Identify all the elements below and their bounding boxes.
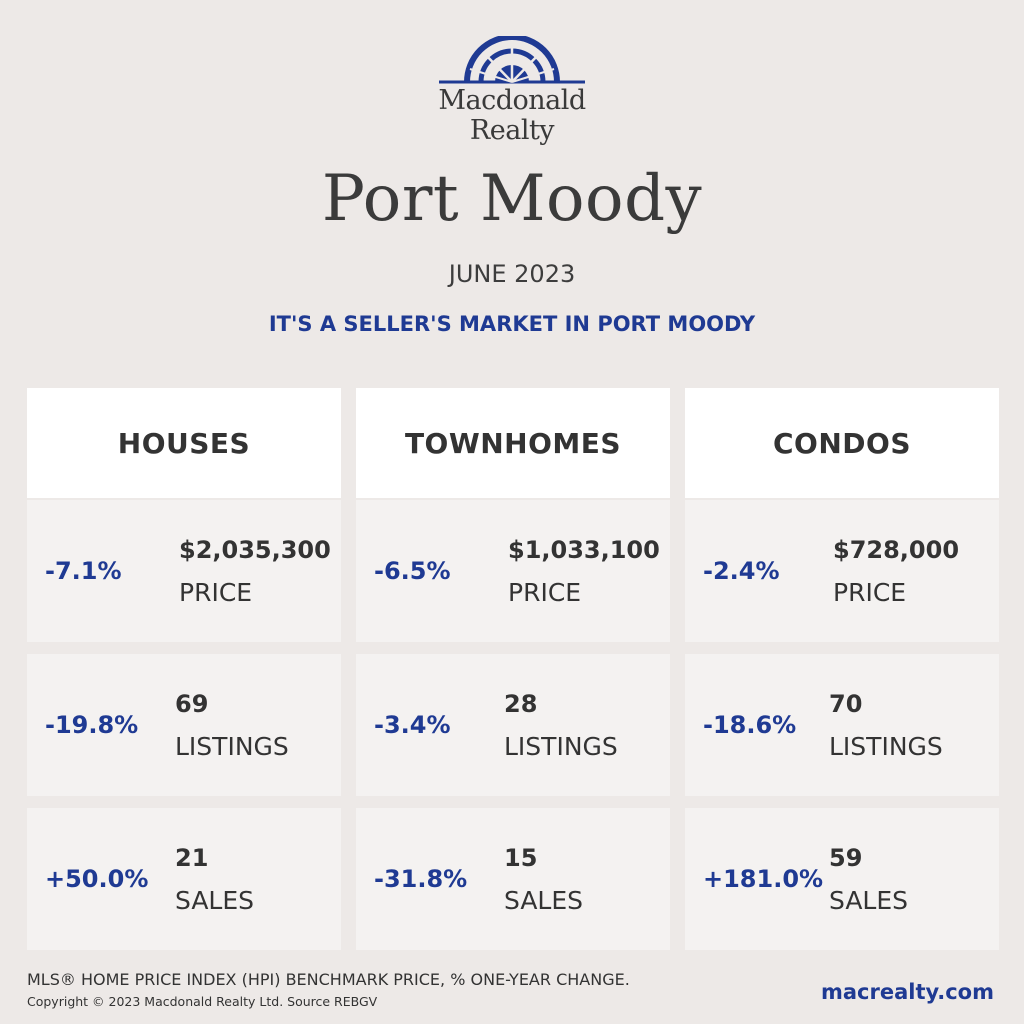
stat-label: LISTINGS xyxy=(504,732,618,761)
stat-card-listings: -3.4% 28 LISTINGS xyxy=(356,654,670,796)
city-title: Port Moody xyxy=(321,162,703,236)
stat-value: 28 xyxy=(504,690,538,718)
stat-label: LISTINGS xyxy=(829,732,943,761)
stat-card-listings: -18.6% 70 LISTINGS xyxy=(685,654,999,796)
stat-card-listings: -19.8% 69 LISTINGS xyxy=(27,654,341,796)
column-title: CONDOS xyxy=(685,388,999,498)
stat-card-price: -2.4% $728,000 PRICE xyxy=(685,500,999,642)
percent-change: -19.8% xyxy=(45,711,139,739)
report-month: JUNE 2023 xyxy=(448,260,576,288)
stat-value: 59 xyxy=(829,844,863,872)
brand-emblem-icon xyxy=(439,36,585,84)
stat-value: $1,033,100 xyxy=(508,536,660,564)
stat-label: SALES xyxy=(504,886,584,915)
percent-change: -6.5% xyxy=(374,557,451,585)
stat-value: 69 xyxy=(175,690,209,718)
stat-card-price: -7.1% $2,035,300 PRICE xyxy=(27,500,341,642)
brand-logo: Macdonald Realty xyxy=(0,36,1024,146)
footer-copyright: Copyright © 2023 Macdonald Realty Ltd. S… xyxy=(27,994,378,1009)
column-title: HOUSES xyxy=(27,388,341,498)
footer-note: MLS® HOME PRICE INDEX (HPI) BENCHMARK PR… xyxy=(27,970,630,989)
stat-label: SALES xyxy=(829,886,909,915)
stat-card-sales: +181.0% 59 SALES xyxy=(685,808,999,950)
stat-card-price: -6.5% $1,033,100 PRICE xyxy=(356,500,670,642)
percent-change: +50.0% xyxy=(45,865,149,893)
stat-label: PRICE xyxy=(833,578,907,607)
percent-change: +181.0% xyxy=(703,865,824,893)
brand-name-line1: Macdonald xyxy=(438,85,586,116)
brand-name-line2: Realty xyxy=(469,115,555,146)
website-link[interactable]: macrealty.com xyxy=(820,980,994,1004)
percent-change: -18.6% xyxy=(703,711,797,739)
column-title: TOWNHOMES xyxy=(356,388,670,498)
stat-value: $728,000 xyxy=(833,536,960,564)
stat-label: PRICE xyxy=(179,578,253,607)
stat-label: LISTINGS xyxy=(175,732,289,761)
percent-change: -3.4% xyxy=(374,711,451,739)
stat-value: 21 xyxy=(175,844,209,872)
stat-label: PRICE xyxy=(508,578,582,607)
stat-label: SALES xyxy=(175,886,255,915)
stat-value: 70 xyxy=(829,690,863,718)
stat-card-sales: -31.8% 15 SALES xyxy=(356,808,670,950)
stat-card-sales: +50.0% 21 SALES xyxy=(27,808,341,950)
percent-change: -2.4% xyxy=(703,557,780,585)
percent-change: -7.1% xyxy=(45,557,122,585)
market-tagline: IT'S A SELLER'S MARKET IN PORT MOODY xyxy=(268,312,756,336)
stat-value: $2,035,300 xyxy=(179,536,331,564)
stat-value: 15 xyxy=(504,844,538,872)
percent-change: -31.8% xyxy=(374,865,468,893)
